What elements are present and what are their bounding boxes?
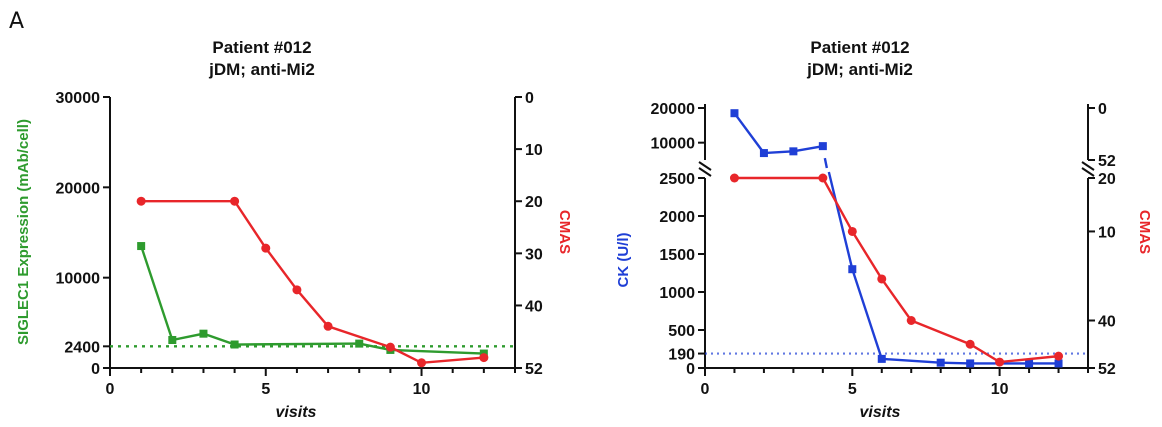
chart1-series-0-point [230,340,239,349]
chart2-series-1-point [995,357,1005,367]
chart1-series-1-point [323,321,333,331]
chart1-series-1-point [292,285,302,295]
chart2-series [729,109,1064,368]
chart1-right-tick-label: 10 [525,142,543,159]
chart1-series [136,196,489,368]
chart-2: Patient #012 jDM; anti-Mi2 1000020000019… [615,38,1153,421]
chart1-left-axis-label: SIGLEC1 Expression (mAb/cell) [15,119,32,345]
chart1-left-tick-label: 30000 [56,90,101,107]
chart1-right-tick-label: 40 [525,298,543,315]
chart1-series-1-point [261,243,271,253]
chart2-series-0-point [1054,359,1063,368]
chart1-right-tick-label: 20 [525,194,543,211]
chart1-left-tick-label: 2400 [64,339,100,356]
chart2-series-0-point [877,354,886,363]
chart2-left-break-mark [698,161,712,171]
chart1-x-tick-label: 5 [261,381,270,398]
chart1-series-0-point [137,242,146,251]
chart2-series-1-point [818,173,828,183]
chart1-title-line2: jDM; anti-Mi2 [208,60,315,79]
chart1-series-0-line [140,245,484,355]
chart1-series-1-point [479,353,489,363]
chart2-right-tick-label: 0 [1098,101,1107,118]
chart-1: Patient #012 jDM; anti-Mi2 0240010000200… [15,38,573,421]
chart2-series-1-point [965,339,975,349]
chart2-series-0-point [966,359,975,368]
chart1-right-axis-label: CMAS [556,210,573,254]
chart1-axes: 0 2400 10000 20000 30000 0 10 20 30 40 52 0 5 10 [56,90,543,398]
chart2-left-tick-label: 0 [686,361,695,378]
chart2-x-axis-label: visits [860,404,901,421]
chart2-series-0-point [730,109,739,118]
chart2-right-tick-label: 10 [1098,224,1116,241]
chart1-x-tick-label: 10 [413,381,431,398]
chart2-left-tick-label: 2500 [659,171,695,188]
chart2-series-0-point [789,147,798,156]
chart2-left-tick-label: 500 [668,323,695,340]
chart2-left-tick-label: 2000 [659,209,695,226]
chart1-title-line1: Patient #012 [212,38,311,57]
chart2-series-0-point [848,265,857,274]
chart1-x-axis-label: visits [276,404,317,421]
chart2-right-tick-label: 52 [1098,361,1116,378]
chart2-left-tick-label: 1500 [659,247,695,264]
chart2-right-tick-label: 20 [1098,171,1116,188]
chart1-left-tick-label: 10000 [56,271,101,288]
chart1-series-1-point [417,358,427,368]
chart2-series-1-line [734,176,1059,364]
chart2-left-tick-label: 190 [668,347,695,364]
chart2-left-axis-label: CK (U/l) [615,233,632,288]
chart1-series-1-point [230,196,240,206]
chart2-left-break-mark [698,167,712,177]
chart2-series-1-point [847,226,857,236]
chart2-series-0-point [818,142,827,151]
chart2-right-tick-label: 40 [1098,314,1116,331]
chart1-left-tick-label: 20000 [56,180,101,197]
chart2-series-1-point [906,316,916,325]
chart2-series-1-point [1054,351,1064,361]
chart1-right-tick-label: 30 [525,246,543,263]
chart2-series-1-point [877,274,887,284]
chart1-right-tick-label: 0 [525,90,534,107]
chart2-series-0-point [759,149,768,158]
chart1-series-1-point [136,196,146,206]
panel-label: A [9,9,24,34]
chart2-left-tick-label: 1000 [659,285,695,302]
chart2-series-0-point [1025,359,1034,368]
chart2-series-0-line-break [823,157,829,169]
chart2-x-tick-label: 5 [848,381,857,398]
chart2-series-0-point [936,358,945,367]
chart2-title-line1: Patient #012 [810,38,909,57]
chart2-series-1-point [729,173,739,183]
chart2-right-break-mark [1081,167,1095,177]
chart1-right-tick-label: 52 [525,361,543,378]
chart2-x-tick-label: 10 [991,381,1009,398]
chart1-left-tick-label: 0 [91,361,100,378]
chart1-series-0-point [199,329,208,338]
chart2-axes: 1000020000019050010001500200025000522010… [651,101,1116,398]
chart2-left-tick-label: 10000 [651,136,696,153]
chart2-series-0-line-upper [733,112,824,155]
chart1-series-1-line [141,200,484,365]
chart2-x-tick-label: 0 [701,381,710,398]
chart1-series-1-point [385,342,395,352]
chart2-title-line2: jDM; anti-Mi2 [806,60,913,79]
chart2-right-break-mark [1081,161,1095,171]
chart2-right-axis-label: CMAS [1136,210,1153,254]
chart2-left-tick-label: 20000 [651,101,696,118]
chart2-right-tick-label: 52 [1098,153,1116,170]
chart1-x-tick-label: 0 [106,381,115,398]
chart1-series-0-point [355,339,364,348]
chart1-series-0-point [168,335,177,344]
